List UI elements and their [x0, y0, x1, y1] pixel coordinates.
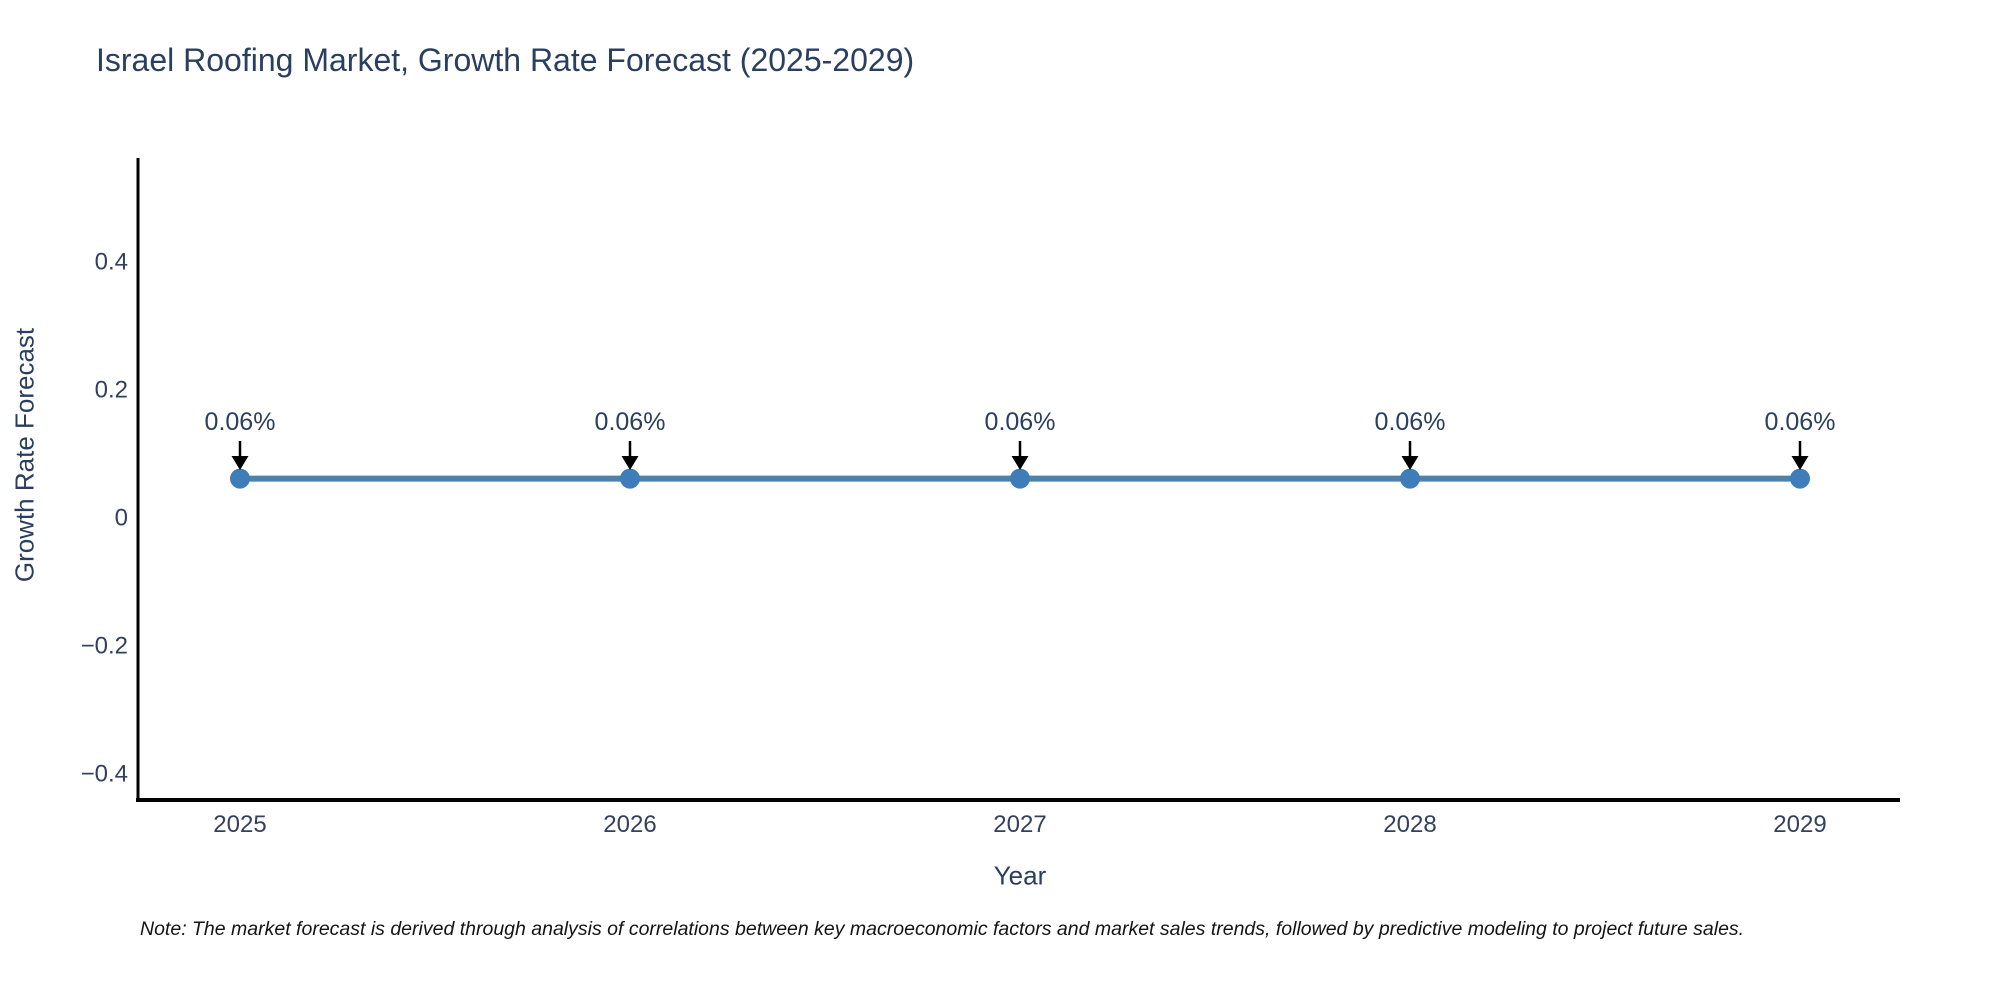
point-value-label: 0.06% — [595, 408, 666, 436]
y-tick-label: −0.2 — [81, 633, 128, 660]
point-value-label: 0.06% — [1765, 408, 1836, 436]
point-value-label: 0.06% — [985, 408, 1056, 436]
data-point-2028[interactable] — [1400, 468, 1420, 489]
annotation-arrowhead — [621, 456, 639, 470]
y-tick-label: 0.2 — [95, 377, 128, 404]
x-tick-label: 2027 — [993, 811, 1046, 838]
x-tick-label: 2028 — [1383, 811, 1436, 838]
chart-title: Israel Roofing Market, Growth Rate Forec… — [96, 42, 915, 78]
x-tick-label: 2029 — [1773, 811, 1826, 838]
x-axis-title: Year — [993, 860, 1047, 891]
annotation-arrowhead — [1401, 456, 1419, 470]
point-value-label: 0.06% — [205, 408, 276, 436]
x-tick-label: 2025 — [213, 811, 266, 838]
data-point-2026[interactable] — [620, 468, 640, 489]
annotation-arrowhead — [1791, 456, 1809, 470]
y-tick-label: −0.4 — [81, 761, 128, 788]
y-tick-label: 0.4 — [95, 249, 128, 276]
y-tick-label: 0 — [115, 505, 128, 532]
data-point-2029[interactable] — [1790, 468, 1810, 489]
data-point-2025[interactable] — [230, 468, 250, 489]
point-value-label: 0.06% — [1375, 408, 1446, 436]
annotation-arrowhead — [1011, 456, 1029, 470]
annotation-arrowhead — [231, 456, 249, 470]
data-point-2027[interactable] — [1010, 468, 1030, 489]
footnote: Note: The market forecast is derived thr… — [140, 918, 1745, 940]
x-tick-label: 2026 — [603, 811, 656, 838]
